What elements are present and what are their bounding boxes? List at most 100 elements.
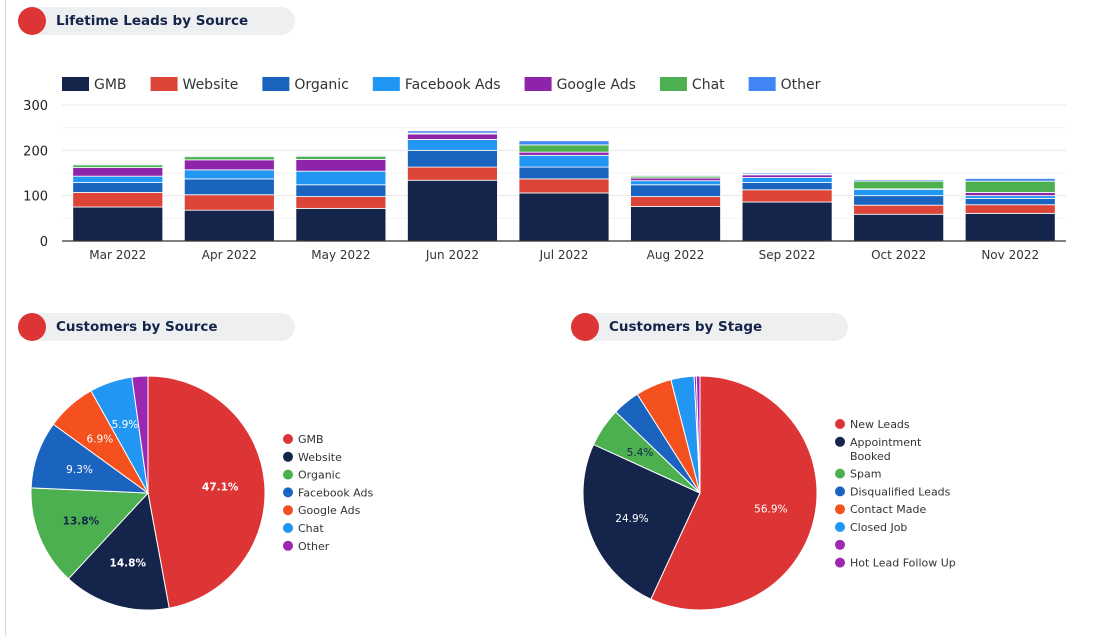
legend-dot — [835, 436, 845, 447]
bar-segment-gmb[interactable] — [741, 201, 833, 242]
legend-item[interactable]: Chat — [692, 77, 725, 93]
pie-slice[interactable] — [67, 491, 170, 611]
legend-swatch — [150, 77, 178, 91]
legend-item[interactable]: Other — [298, 540, 330, 553]
bar-segment-google-ads[interactable] — [407, 133, 498, 140]
bar-segment-website[interactable] — [183, 194, 275, 211]
bar-segment-website[interactable] — [407, 166, 498, 181]
bar-segment-other[interactable] — [964, 178, 1056, 182]
legend-item[interactable]: Appointment — [850, 436, 922, 449]
bar-segment-website[interactable] — [630, 196, 721, 207]
legend-item[interactable]: Facebook Ads — [298, 486, 373, 499]
bar-segment-facebook-ads[interactable] — [630, 180, 721, 186]
bar-segment-google-ads[interactable] — [183, 159, 275, 171]
pie-slice[interactable] — [695, 375, 701, 494]
legend-item[interactable]: Website — [183, 77, 239, 93]
bar-segment-gmb[interactable] — [72, 206, 164, 242]
pie-slice[interactable] — [30, 487, 150, 580]
legend-dot — [283, 434, 293, 444]
bar-segment-organic[interactable] — [72, 182, 164, 193]
pie-data-label: 5.9% — [112, 419, 139, 431]
bar-segment-other[interactable] — [741, 172, 833, 175]
bar-segment-facebook-ads[interactable] — [407, 139, 498, 151]
bar-segment-other[interactable] — [853, 179, 945, 182]
bar-segment-chat[interactable] — [518, 144, 610, 153]
bar-segment-organic[interactable] — [741, 182, 833, 191]
bar-segment-website[interactable] — [741, 189, 833, 203]
bar-segment-organic[interactable] — [183, 178, 275, 196]
legend-dot — [835, 522, 845, 532]
section-title: Customers by Stage — [609, 319, 763, 335]
bar-segment-chat[interactable] — [295, 155, 387, 160]
bar-segment-facebook-ads[interactable] — [295, 170, 387, 186]
pie-slice[interactable] — [650, 375, 818, 611]
bar-segment-gmb[interactable] — [407, 179, 498, 242]
bar-segment-google-ads[interactable] — [295, 158, 387, 172]
bar-segment-website[interactable] — [964, 204, 1056, 214]
legend-item[interactable]: Spam — [850, 468, 881, 481]
pie-slice[interactable] — [147, 375, 266, 609]
legend-item[interactable]: Other — [781, 77, 821, 93]
legend-item[interactable]: Organic — [298, 469, 341, 482]
legend-item[interactable]: Chat — [298, 522, 324, 535]
bar-segment-google-ads[interactable] — [964, 192, 1056, 197]
bar-segment-facebook-ads[interactable] — [518, 154, 610, 168]
bar-segment-facebook-ads[interactable] — [964, 195, 1056, 199]
bar-segment-organic[interactable] — [518, 166, 610, 180]
legend-item[interactable]: Facebook Ads — [405, 77, 501, 93]
bar-segment-website[interactable] — [518, 178, 610, 194]
bar-segment-other[interactable] — [518, 140, 610, 146]
bar-segment-facebook-ads[interactable] — [72, 175, 164, 183]
legend-item[interactable]: GMB — [94, 77, 127, 93]
bar-segment-gmb[interactable] — [853, 213, 945, 242]
bar-segment-chat[interactable] — [183, 156, 275, 161]
bar-segment-organic[interactable] — [407, 149, 498, 168]
pie-slice[interactable] — [582, 443, 701, 600]
bar-segment-google-ads[interactable] — [630, 177, 721, 182]
legend-item[interactable]: Contact Made — [850, 503, 927, 516]
bar-segment-other[interactable] — [183, 155, 275, 158]
legend-item[interactable]: Organic — [294, 77, 348, 93]
bar-segment-google-ads[interactable] — [518, 151, 610, 156]
bar-segment-website[interactable] — [295, 196, 387, 209]
bar-segment-google-ads[interactable] — [72, 167, 164, 177]
legend-item[interactable]: GMB — [298, 433, 324, 446]
bar-segment-organic[interactable] — [853, 195, 945, 206]
bar-segment-other[interactable] — [630, 174, 721, 177]
bar-segment-other[interactable] — [72, 163, 164, 166]
bar-segment-chat[interactable] — [853, 180, 945, 190]
bar-segment-organic[interactable] — [630, 184, 721, 197]
bar-segment-facebook-ads[interactable] — [183, 169, 275, 180]
pie-data-label: 5.4% — [627, 447, 654, 459]
legend-item[interactable]: Google Ads — [298, 504, 361, 517]
bar-segment-organic[interactable] — [295, 184, 387, 197]
bar-segment-organic[interactable] — [964, 197, 1056, 206]
bar-segment-website[interactable] — [72, 192, 164, 208]
bar-segment-facebook-ads[interactable] — [853, 188, 945, 197]
bar-segment-google-ads[interactable] — [741, 174, 833, 178]
pie-data-label: 47.1% — [202, 481, 239, 493]
legend-item[interactable]: Website — [298, 451, 342, 464]
bar-segment-chat[interactable] — [72, 164, 164, 168]
bar-segment-gmb[interactable] — [183, 209, 275, 242]
header-dot-icon — [18, 313, 46, 341]
legend-item[interactable]: Booked — [850, 450, 891, 463]
bar-segment-other[interactable] — [295, 154, 387, 157]
legend-item[interactable]: Disqualified Leads — [850, 485, 951, 498]
bar-segment-gmb[interactable] — [964, 212, 1056, 242]
legend-item[interactable]: Google Ads — [557, 77, 636, 93]
bar-segment-gmb[interactable] — [630, 206, 721, 242]
pie-slice[interactable] — [131, 375, 149, 494]
legend-dot — [283, 487, 293, 498]
section-title: Customers by Source — [56, 319, 218, 335]
bar-segment-other[interactable] — [407, 130, 498, 134]
bar-segment-chat[interactable] — [964, 180, 1056, 193]
legend-item[interactable]: New Leads — [850, 418, 910, 431]
legend-item[interactable]: Hot Lead Follow Up — [850, 557, 956, 570]
bar-segment-facebook-ads[interactable] — [741, 177, 833, 183]
legend-item[interactable]: Closed Job — [850, 521, 907, 534]
bar-segment-website[interactable] — [853, 204, 945, 215]
bar-segment-gmb[interactable] — [518, 192, 610, 242]
bar-segment-gmb[interactable] — [295, 207, 387, 242]
